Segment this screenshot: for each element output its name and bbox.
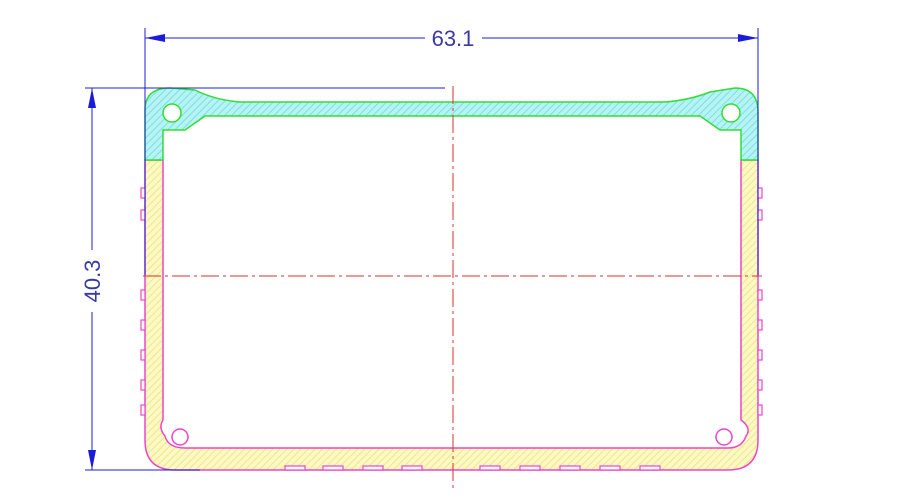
dimension-arrows xyxy=(88,34,758,470)
arrow-icon xyxy=(738,34,758,42)
arrow-icon xyxy=(88,88,96,108)
lid-profile xyxy=(144,87,759,161)
centerlines xyxy=(143,86,762,492)
dimension-lines xyxy=(85,28,759,471)
width-dimension-label: 63.1 xyxy=(432,26,475,51)
arrow-icon xyxy=(88,450,96,470)
cooling-notches xyxy=(140,187,763,471)
height-dimension-label: 40.3 xyxy=(80,260,105,303)
arrow-icon xyxy=(145,34,165,42)
base-profile xyxy=(140,159,763,471)
